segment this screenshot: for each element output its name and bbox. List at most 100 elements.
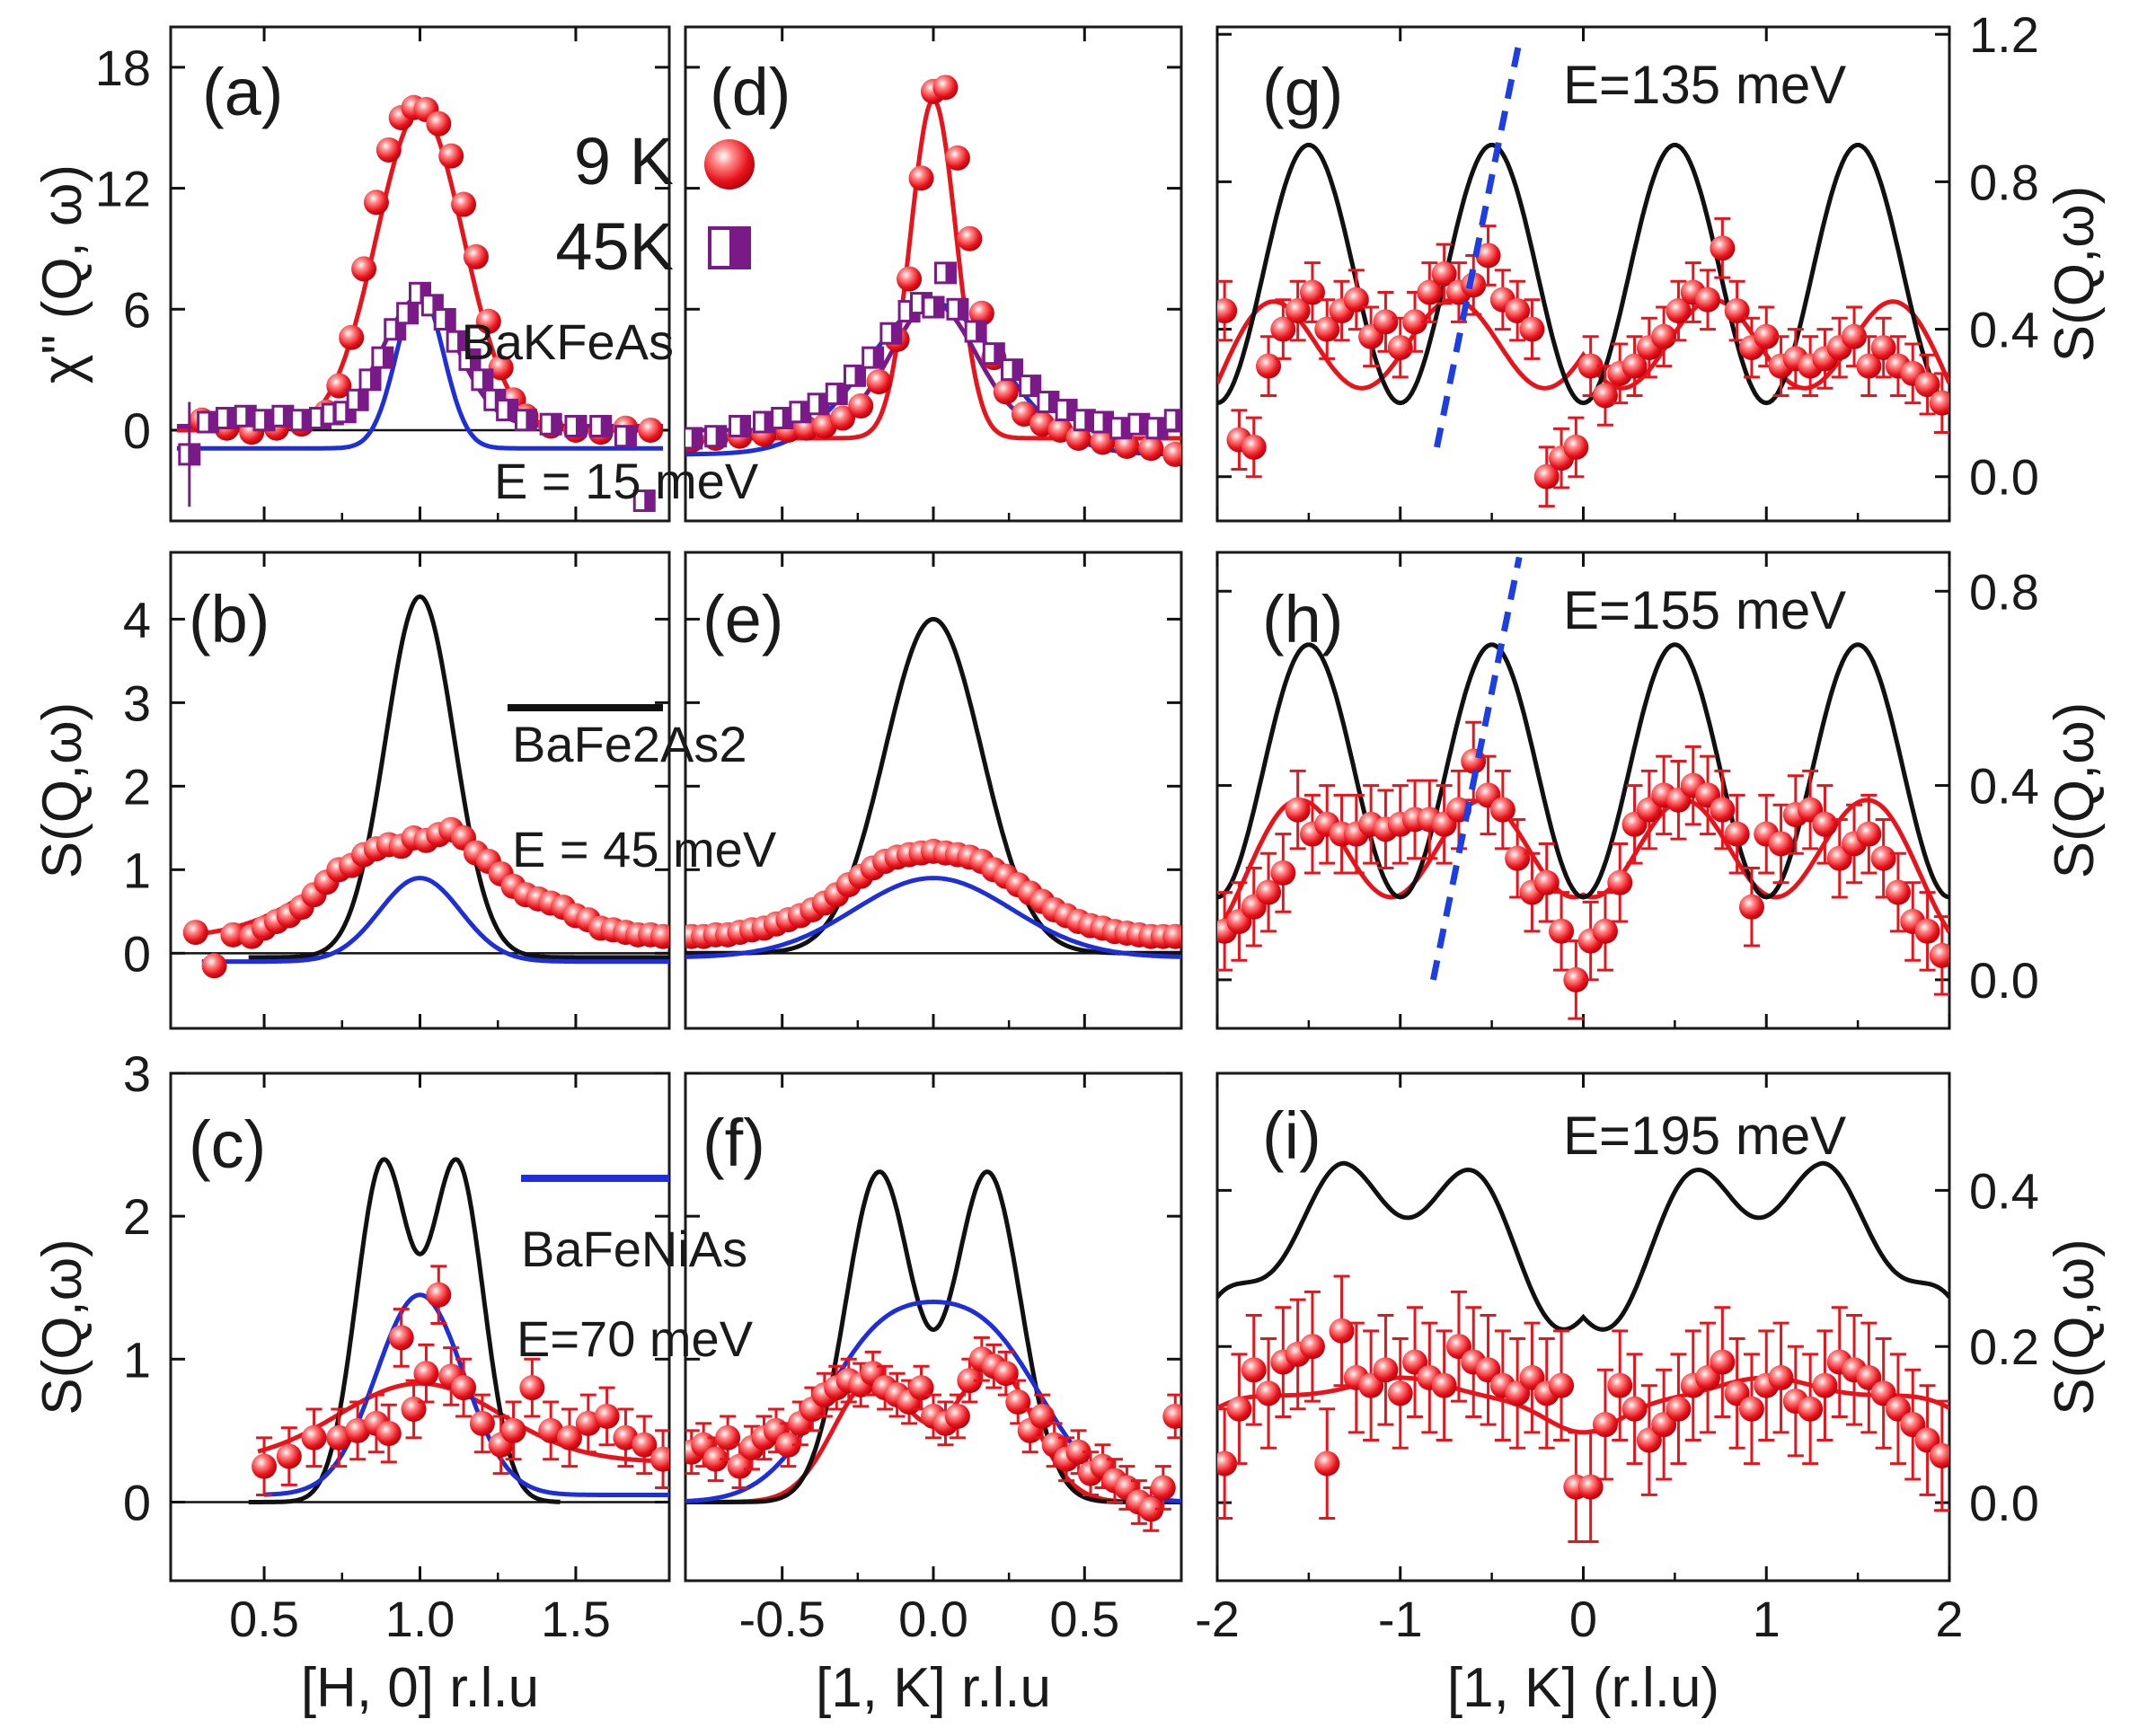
data-point xyxy=(1929,1442,1949,1468)
data-point xyxy=(944,1403,970,1429)
data-point xyxy=(1150,1475,1176,1501)
data-point xyxy=(957,1368,983,1394)
data-point xyxy=(932,75,959,101)
data-point xyxy=(715,1424,741,1450)
data-point xyxy=(1005,1389,1031,1415)
y-tick-label: 0.2 xyxy=(1969,1318,2039,1375)
y-tick-label: 1 xyxy=(123,1331,151,1388)
data-point xyxy=(1621,353,1648,379)
y-tick-label: 2 xyxy=(123,1188,151,1245)
data-point xyxy=(1710,1349,1736,1375)
data-point xyxy=(1314,316,1340,342)
data-point xyxy=(363,190,389,216)
data-point xyxy=(1695,287,1721,313)
data-point xyxy=(632,489,656,513)
plot-area xyxy=(248,1157,669,1504)
data-point xyxy=(1256,353,1282,379)
legend-label: 45K xyxy=(555,209,674,284)
data-point xyxy=(1754,323,1780,349)
data-point xyxy=(1314,1450,1340,1477)
data-point xyxy=(376,1421,402,1447)
data-point xyxy=(1285,797,1311,823)
data-point xyxy=(1651,323,1677,349)
data-point xyxy=(438,143,464,169)
data-point xyxy=(830,405,856,431)
x-axis-title: [1, K] r.l.u xyxy=(816,1657,1051,1719)
data-point xyxy=(1162,923,1181,949)
series-9k xyxy=(1217,216,1949,508)
y-axis-title: S(Q,ω) xyxy=(2044,186,2106,363)
data-point xyxy=(1710,797,1736,823)
data-point xyxy=(1037,391,1060,414)
data-point xyxy=(488,355,514,381)
data-point xyxy=(252,1453,278,1479)
data-point xyxy=(650,1446,669,1472)
panel-label: (d) xyxy=(710,55,791,129)
data-point xyxy=(1387,335,1413,361)
black-fit-curve xyxy=(1217,1160,1949,1332)
y-tick-label: 0.0 xyxy=(1969,952,2039,1009)
data-point xyxy=(922,295,945,319)
data-point xyxy=(376,137,402,163)
y-axis-title: S(Q,ω) xyxy=(31,1239,93,1415)
data-point xyxy=(1710,235,1736,261)
data-point xyxy=(1489,797,1515,823)
data-point xyxy=(775,1432,801,1458)
data-point xyxy=(182,920,208,946)
blue-fit-curve xyxy=(685,876,1181,959)
x-axis-title: [1, K] (r.l.u) xyxy=(1447,1657,1719,1719)
data-point xyxy=(1461,272,1487,298)
y-tick-label: 3 xyxy=(123,1045,151,1102)
data-point xyxy=(594,1403,620,1429)
data-point xyxy=(463,243,489,269)
data-point xyxy=(1138,436,1164,462)
data-point xyxy=(1329,1318,1355,1344)
panel-label: (b) xyxy=(189,582,270,657)
data-point xyxy=(1270,860,1296,886)
energy-label: E = 15 meV xyxy=(494,453,759,509)
compound-label: BaKFeAs xyxy=(461,313,674,370)
data-point xyxy=(727,1453,753,1479)
series-9k xyxy=(1217,720,1949,1020)
energy-label: E=135 meV xyxy=(1563,55,1846,115)
data-point xyxy=(1417,279,1443,305)
data-point xyxy=(1592,383,1618,409)
data-point xyxy=(1299,279,1325,305)
data-point xyxy=(426,110,452,137)
data-point xyxy=(848,393,874,419)
data-point xyxy=(234,404,257,428)
data-point xyxy=(496,399,519,422)
data-point xyxy=(638,417,664,443)
data-point xyxy=(1162,1403,1181,1429)
data-point xyxy=(451,1375,477,1401)
y-tick-label: 12 xyxy=(95,161,151,217)
data-point xyxy=(1431,1372,1457,1398)
y-tick-label: 0.4 xyxy=(1969,758,2039,815)
data-point xyxy=(351,256,377,282)
y-tick-label: 0.8 xyxy=(1969,563,2039,620)
data-point xyxy=(1533,869,1560,895)
data-point xyxy=(908,1375,934,1401)
data-point xyxy=(514,409,537,432)
data-point xyxy=(1768,1365,1794,1390)
plot-area xyxy=(182,594,669,979)
data-point xyxy=(946,297,969,321)
data-point xyxy=(451,191,477,217)
panel-g: 0.0 0.4 0.8 1.2 S(Q,ω) (g) E=135 meV xyxy=(1215,6,2106,523)
data-point xyxy=(1563,434,1589,460)
y-tick-label: 0.4 xyxy=(1969,1162,2039,1219)
data-point xyxy=(1475,242,1501,269)
x-tick-label: 0.5 xyxy=(229,1591,299,1647)
data-point xyxy=(1724,298,1750,324)
data-point xyxy=(957,225,983,251)
data-point xyxy=(1592,918,1618,944)
data-point xyxy=(993,1361,1019,1387)
data-point xyxy=(301,1424,327,1450)
data-point xyxy=(632,1432,658,1458)
data-point xyxy=(220,921,246,948)
data-point xyxy=(564,414,588,437)
data-point xyxy=(993,379,1019,405)
data-point xyxy=(1666,1396,1692,1422)
data-point xyxy=(1929,942,1949,968)
